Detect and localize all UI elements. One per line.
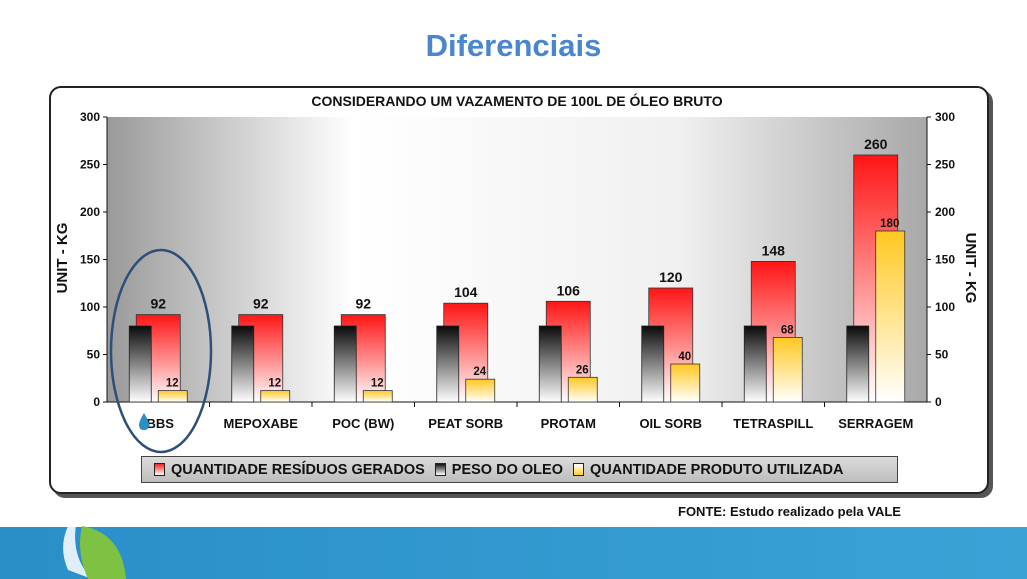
slide-title: Diferenciais: [425, 28, 602, 63]
y-tick-label-left: 250: [80, 158, 100, 172]
data-label-produto: 24: [473, 366, 486, 378]
legend-label-residuos: QUANTIDADE RESÍDUOS GERADOS: [171, 461, 425, 478]
data-label-residuos: 148: [762, 242, 786, 258]
bar-peso: [641, 325, 665, 403]
x-tick-label: BBS: [147, 416, 175, 431]
bar-peso: [846, 325, 870, 403]
x-tick-label: TETRASPILL: [733, 416, 813, 431]
bar-peso: [333, 325, 357, 403]
y-tick-label-right: 0: [935, 395, 942, 409]
legend-label-peso: PESO DO OLEO: [451, 461, 563, 478]
highlight-ellipse: [109, 248, 213, 454]
bar-produto: [260, 390, 291, 403]
legend-item-peso: PESO DO OLEO: [434, 461, 563, 478]
y-tick-label-left: 200: [80, 205, 100, 219]
bar-produto: [670, 363, 701, 403]
bar-produto: [157, 390, 188, 403]
y-tick-label-left: 150: [80, 253, 100, 267]
y-axis-label-left: UNIT - KG: [54, 223, 71, 294]
y-tick-label-right: 250: [935, 158, 955, 172]
x-tick-label: MEPOXABE: [224, 416, 299, 431]
bar-produto: [875, 230, 906, 403]
x-tick-label: POC (BW): [332, 416, 394, 431]
y-tick-label-left: 0: [93, 395, 100, 409]
data-label-residuos: 120: [659, 269, 683, 285]
legend-label-produto: QUANTIDADE PRODUTO UTILIZADA: [589, 461, 844, 478]
bbs-drop-icon: [139, 413, 149, 430]
data-label-produto: 180: [880, 218, 899, 230]
footer-band: [0, 527, 1027, 579]
x-tick-label: SERRAGEM: [838, 416, 913, 431]
y-tick-label-right: 50: [935, 348, 949, 362]
bar-produto: [465, 378, 496, 403]
y-tick-label-left: 300: [80, 110, 100, 124]
data-label-residuos: 104: [454, 284, 478, 300]
leaf-logo-icon: [63, 508, 126, 579]
data-label-produto: 68: [781, 324, 794, 336]
plot-area: [107, 117, 927, 402]
y-tick-label-left: 50: [87, 348, 101, 362]
y-axis-label-right: UNIT - KG: [962, 233, 979, 304]
data-label-residuos: 92: [355, 296, 371, 312]
bar-peso: [128, 325, 152, 403]
data-label-residuos: 92: [253, 296, 269, 312]
legend-item-produto: QUANTIDADE PRODUTO UTILIZADA: [572, 461, 844, 478]
data-label-residuos: 260: [864, 136, 888, 152]
data-label-produto: 12: [371, 378, 384, 390]
y-tick-label-left: 100: [80, 300, 100, 314]
x-tick-label: PEAT SORB: [428, 416, 503, 431]
bar-peso: [231, 325, 255, 403]
chart-legend: QUANTIDADE RESÍDUOS GERADOS PESO DO OLEO…: [141, 456, 898, 483]
bar-produto: [567, 376, 598, 403]
y-tick-label-right: 150: [935, 253, 955, 267]
y-tick-label-right: 300: [935, 110, 955, 124]
legend-swatch-yellow: [572, 463, 584, 476]
bar-peso: [743, 325, 767, 403]
y-tick-label-right: 200: [935, 205, 955, 219]
bar-produto: [362, 390, 393, 403]
bar-produto: [772, 336, 803, 403]
legend-swatch-red: [154, 463, 165, 476]
data-label-produto: 12: [268, 378, 281, 390]
legend-item-residuos: QUANTIDADE RESÍDUOS GERADOS: [154, 462, 425, 478]
data-label-residuos: 106: [557, 282, 581, 298]
x-tick-label: PROTAM: [541, 416, 596, 431]
y-tick-label-right: 100: [935, 300, 955, 314]
bar-peso: [538, 325, 562, 403]
data-label-produto: 40: [678, 351, 691, 363]
chart-title: CONSIDERANDO UM VAZAMENTO DE 100L DE ÓLE…: [311, 93, 723, 109]
x-tick-label: OIL SORB: [639, 416, 702, 431]
bar-peso: [436, 325, 460, 403]
source-note: FONTE: Estudo realizado pela VALE: [678, 504, 901, 519]
legend-swatch-black: [434, 463, 446, 476]
data-label-residuos: 92: [150, 296, 166, 312]
data-label-produto: 26: [576, 364, 589, 376]
data-label-produto: 12: [166, 378, 179, 390]
